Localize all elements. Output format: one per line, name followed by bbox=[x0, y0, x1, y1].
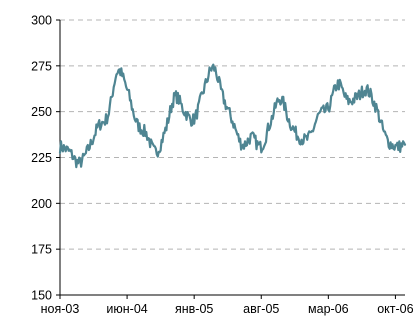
gridlines bbox=[60, 19, 405, 250]
y-tick-label: 225 bbox=[31, 151, 52, 165]
y-tick-label: 275 bbox=[31, 59, 52, 73]
x-tick-label: янв-05 bbox=[175, 302, 213, 316]
ticks: 150 175 200 225 250 275 300 ноя-03 июн-04 янв-05 а… bbox=[31, 14, 413, 317]
x-tick-label: окт-06 bbox=[377, 302, 413, 316]
x-tick-label: июн-04 bbox=[106, 302, 147, 316]
y-tick-label: 175 bbox=[31, 243, 52, 257]
series bbox=[58, 63, 407, 169]
y-tick-label: 200 bbox=[31, 197, 52, 211]
x-tick-label: мар-06 bbox=[308, 302, 349, 316]
x-tick-label: авг-05 bbox=[243, 302, 279, 316]
y-tick-label: 300 bbox=[31, 14, 52, 28]
x-tick-label: ноя-03 bbox=[41, 302, 80, 316]
y-tick-label: 150 bbox=[31, 289, 52, 303]
series-line bbox=[58, 63, 407, 169]
y-tick-label: 250 bbox=[31, 105, 52, 119]
